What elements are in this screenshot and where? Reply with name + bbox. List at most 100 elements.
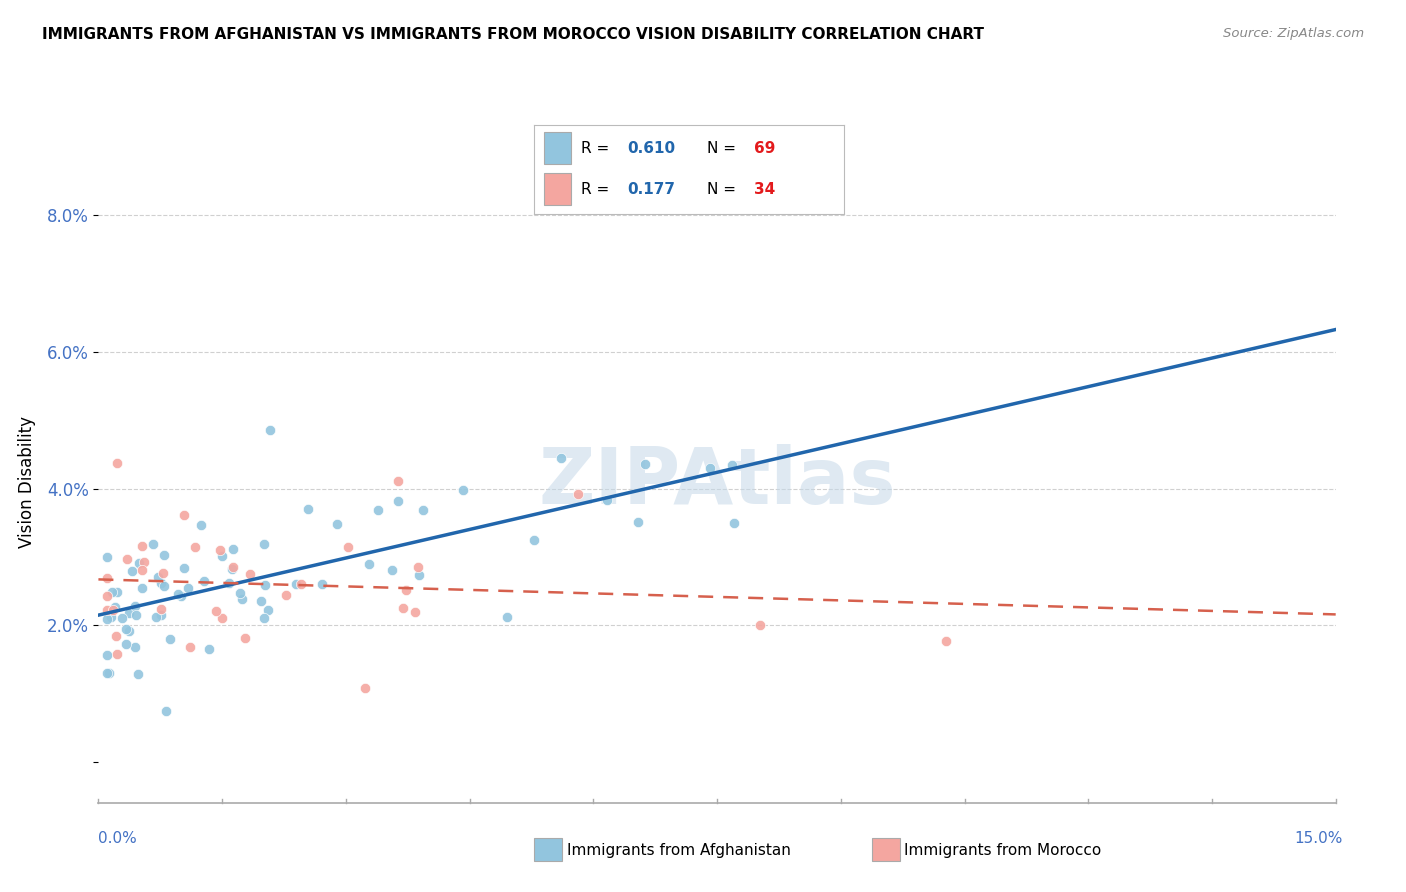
Point [387,475,409,489]
Point [131,582,153,596]
Bar [544,173,571,205]
Point [250,594,273,608]
Point [115,622,138,636]
Point [124,607,146,622]
Point [155,705,177,719]
Point [121,564,143,578]
Point [179,640,201,655]
Text: IMMIGRANTS FROM AFGHANISTAN VS IMMIGRANTS FROM MOROCCO VISION DISABILITY CORRELA: IMMIGRANTS FROM AFGHANISTAN VS IMMIGRANT… [42,27,984,42]
Point [101,585,124,599]
Point [326,516,349,531]
Point [311,576,333,591]
Point [231,591,253,606]
Point [100,609,122,624]
Point [259,423,281,437]
Point [152,566,174,581]
Point [381,563,404,577]
Point [98,665,121,680]
Point [233,631,256,645]
Point [496,610,519,624]
Point [253,611,276,625]
Point [96,612,118,626]
Text: ZIPAtlas: ZIPAtlas [538,443,896,520]
Point [190,517,212,532]
Point [149,575,172,590]
Point [173,560,195,574]
Point [127,667,149,681]
Point [253,537,276,551]
Point [96,571,118,585]
Text: 69: 69 [754,141,775,155]
Point [366,502,388,516]
Point [229,586,252,600]
Point [218,576,240,591]
Text: 0.177: 0.177 [627,182,675,196]
Point [239,566,262,581]
Text: R =: R = [581,141,614,155]
Point [205,604,228,618]
Point [290,577,312,591]
Point [114,637,136,651]
Point [222,541,245,556]
Point [222,559,245,574]
Point [567,487,589,501]
Text: 34: 34 [754,182,775,196]
Point [395,583,418,598]
Point [634,457,657,471]
Point [105,456,128,470]
Bar [544,132,571,164]
Point [284,576,307,591]
Point [211,611,233,625]
Point [150,607,173,622]
Point [118,624,141,638]
Point [721,458,744,473]
Point [749,618,772,632]
Point [627,515,650,529]
Y-axis label: Vision Disability: Vision Disability [18,416,35,548]
Point [173,508,195,522]
Point [453,483,475,498]
Text: 0.0%: 0.0% [98,831,138,847]
Point [105,648,128,662]
Point [128,556,150,570]
Point [392,601,415,615]
Point [111,611,134,625]
Point [101,603,124,617]
Point [198,642,221,657]
Point [142,537,165,551]
Text: N =: N = [707,182,741,196]
Point [150,602,173,616]
Point [104,600,127,615]
Point [145,610,167,624]
Text: Immigrants from Morocco: Immigrants from Morocco [904,843,1101,857]
Point [211,549,233,563]
Point [177,581,200,595]
Point [153,548,176,562]
Point [699,460,721,475]
Point [404,605,426,619]
Point [297,502,319,516]
Point [115,552,138,566]
Point [118,606,141,620]
Text: Source: ZipAtlas.com: Source: ZipAtlas.com [1223,27,1364,40]
Point [221,561,243,575]
Point [935,633,957,648]
Point [159,632,181,646]
Point [193,574,215,589]
Point [131,564,153,578]
Point [105,585,128,599]
Point [257,603,280,617]
Point [170,589,193,603]
Point [153,579,176,593]
Point [276,588,298,602]
Point [408,568,430,582]
Point [148,570,170,584]
Point [208,542,231,557]
Point [723,516,745,531]
Point [96,603,118,617]
Text: R =: R = [581,182,614,196]
Point [406,559,429,574]
Point [412,502,434,516]
Text: N =: N = [707,141,741,155]
Point [124,640,146,655]
